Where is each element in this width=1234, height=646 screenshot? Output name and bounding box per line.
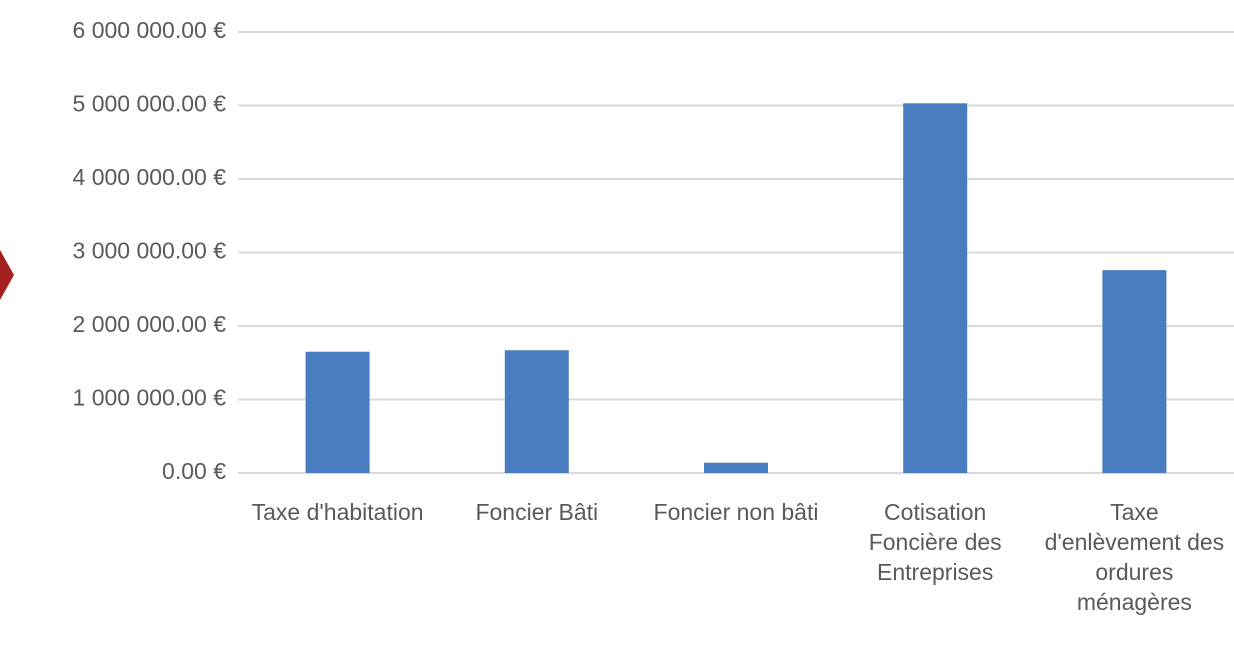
bar <box>704 462 768 473</box>
x-tick-label: Taxe d'enlèvement des ordures ménagères <box>1044 499 1225 615</box>
y-tick-label: 0.00 € <box>162 458 226 484</box>
y-tick-label: 5 000 000.00 € <box>73 91 227 117</box>
y-tick-label: 6 000 000.00 € <box>73 17 227 43</box>
y-tick-label: 4 000 000.00 € <box>73 164 227 190</box>
x-tick-label: Foncier Bâti <box>475 499 599 525</box>
y-tick-label: 2 000 000.00 € <box>73 311 227 337</box>
y-tick-label: 3 000 000.00 € <box>73 238 227 264</box>
bar <box>305 351 370 473</box>
bar <box>903 103 968 474</box>
decoration <box>0 250 14 300</box>
bar <box>1102 270 1167 473</box>
y-tick-label: 1 000 000.00 € <box>73 385 227 411</box>
x-tick-label: Foncier non bâti <box>653 499 819 525</box>
x-tick-label: Cotisation Foncière des Entreprises <box>868 499 1002 585</box>
x-tick-label: Taxe d'habitation <box>251 499 424 525</box>
bar <box>504 350 569 473</box>
